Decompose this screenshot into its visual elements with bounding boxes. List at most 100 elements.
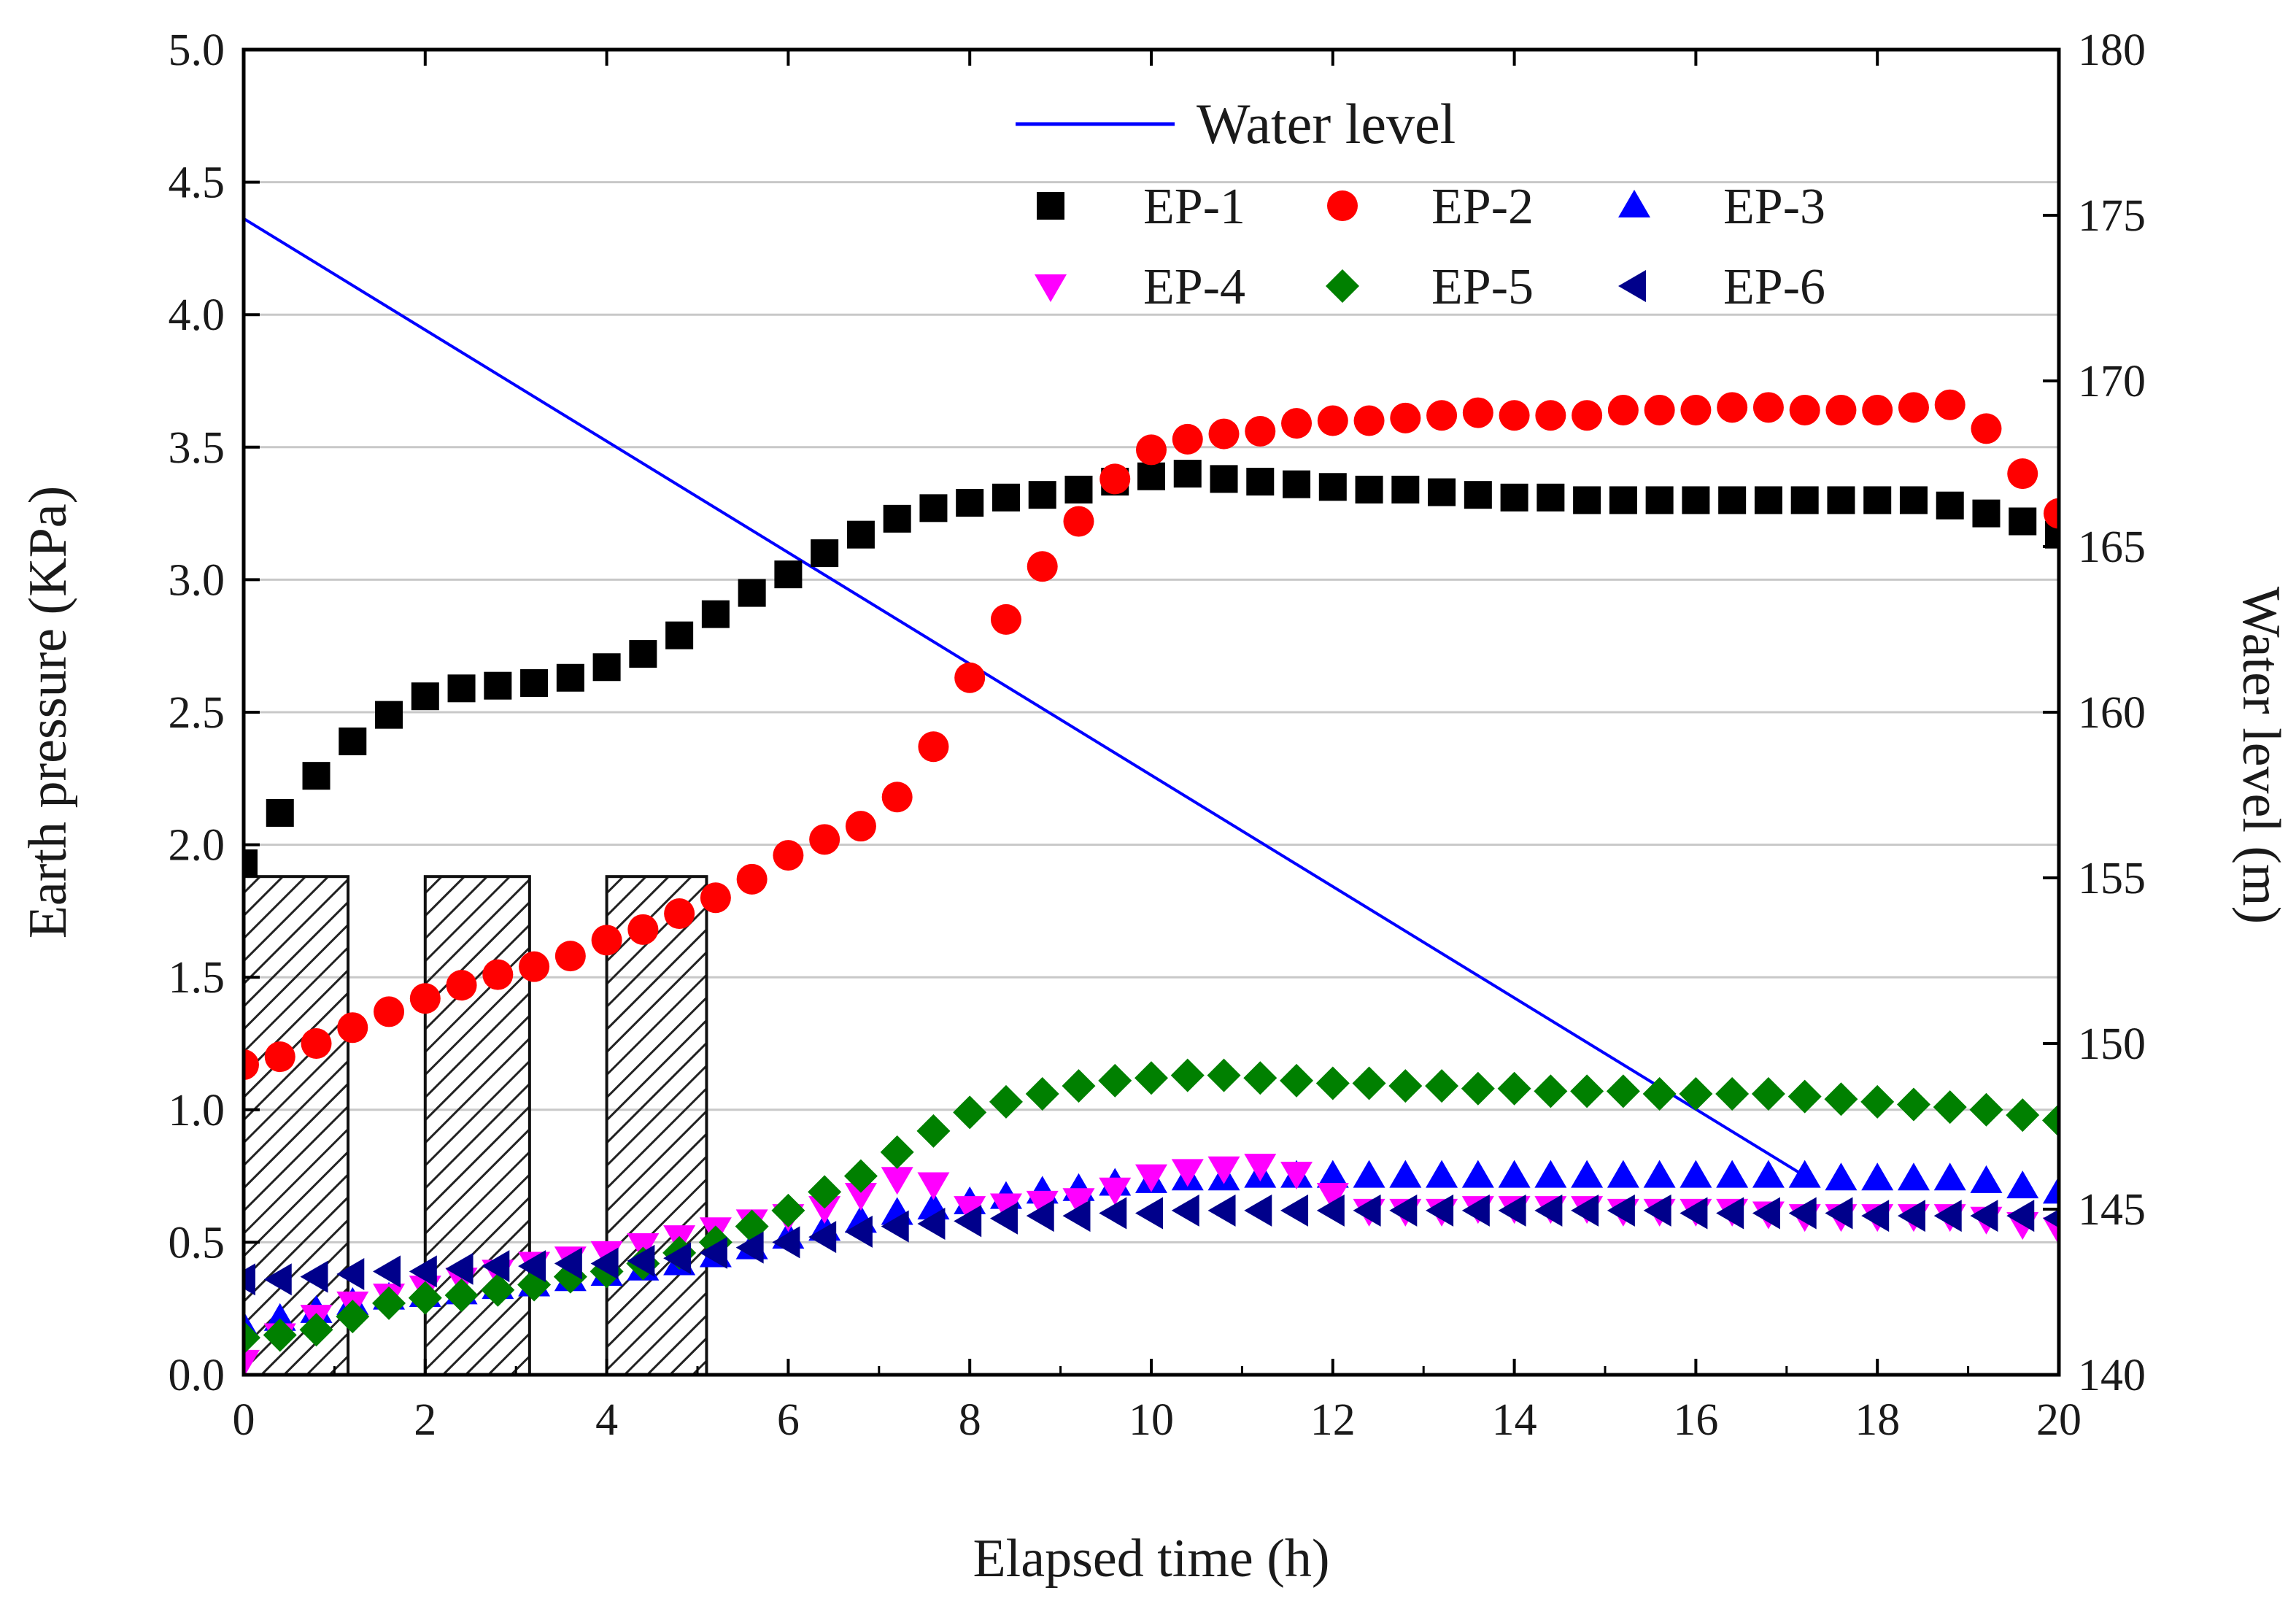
water-level-series (244, 217, 1806, 1178)
point-ep-3-50 (2043, 1176, 2059, 1204)
y-tick-label-9: 4.5 (169, 158, 225, 208)
point-ep-1-20 (956, 489, 984, 517)
x-tick-label-0: 0 (233, 1395, 255, 1445)
y2-tick-label-3: 155 (2078, 854, 2146, 903)
point-ep-5-37 (1570, 1074, 1604, 1108)
point-ep-1-22 (1028, 481, 1056, 509)
point-ep-6-21 (989, 1202, 1018, 1235)
point-ep-3-43 (1788, 1160, 1821, 1188)
point-ep-4-0 (244, 1349, 260, 1375)
y-tick-label-8: 4.0 (169, 290, 225, 340)
point-ep-3-35 (1498, 1160, 1531, 1188)
point-ep-5-28 (1243, 1061, 1278, 1095)
point-ep-6-47 (1933, 1200, 1962, 1233)
point-ep-3-39 (1643, 1160, 1676, 1188)
point-ep-1-32 (1391, 475, 1420, 504)
point-ep-1-15 (774, 560, 803, 589)
point-ep-5-1 (263, 1318, 297, 1352)
point-ep-1-4 (375, 701, 403, 729)
point-ep-2-1 (264, 1041, 295, 1073)
point-ep-5-32 (1388, 1069, 1423, 1103)
point-ep-6-39 (1643, 1194, 1671, 1227)
point-ep-4-19 (917, 1172, 950, 1200)
point-ep-6-6 (445, 1252, 473, 1285)
point-ep-3-31 (1353, 1160, 1385, 1188)
legend-label-ep-2: EP-2 (1431, 179, 1534, 235)
x-tick-label-10: 20 (2036, 1395, 2082, 1445)
point-ep-3-49 (2006, 1170, 2039, 1199)
series-ep-6 (244, 1194, 2059, 1296)
point-ep-6-45 (1861, 1200, 1890, 1233)
x-tick-label-2: 4 (595, 1395, 618, 1445)
point-ep-1-37 (1573, 486, 1601, 514)
rainfall-bars (242, 875, 708, 1376)
x-tick-label-4: 8 (959, 1395, 981, 1445)
point-ep-6-31 (1353, 1194, 1381, 1227)
point-ep-5-6 (444, 1278, 479, 1313)
point-ep-2-19 (918, 731, 949, 763)
point-ep-3-34 (1461, 1160, 1494, 1188)
point-ep-1-44 (1827, 486, 1855, 514)
y2-axis-title: Water level (m) (2231, 587, 2291, 924)
point-ep-1-1 (266, 799, 294, 828)
y2-tick-label-5: 165 (2078, 522, 2146, 572)
point-ep-6-38 (1607, 1194, 1635, 1227)
point-ep-6-28 (1244, 1194, 1272, 1227)
point-ep-5-50 (2042, 1103, 2059, 1138)
point-ep-1-18 (883, 504, 911, 533)
tick-labels: 0 2 4 6 8 10 12 14 16 18 20 0.0 0.5 1.0 1.5 2.0 2.5 3.0 3.… (169, 26, 2146, 1445)
point-ep-6-48 (1970, 1200, 1998, 1233)
point-ep-2-15 (773, 840, 804, 871)
point-ep-2-4 (374, 996, 405, 1027)
x-tick-label-5: 10 (1129, 1395, 1174, 1445)
point-ep-6-33 (1426, 1194, 1454, 1227)
point-ep-6-9 (554, 1247, 582, 1280)
point-ep-5-23 (1062, 1069, 1096, 1103)
point-ep-5-49 (2006, 1098, 2040, 1133)
y2-tick-label-7: 175 (2078, 191, 2146, 241)
point-ep-6-15 (772, 1226, 800, 1259)
point-ep-5-35 (1497, 1071, 1531, 1106)
point-ep-1-47 (1936, 491, 1964, 520)
point-ep-1-0 (244, 849, 258, 878)
point-ep-3-37 (1571, 1160, 1604, 1188)
point-ep-2-26 (1172, 423, 1203, 455)
point-ep-6-2 (300, 1260, 328, 1293)
point-ep-4-29 (1280, 1161, 1313, 1189)
point-ep-6-50 (2043, 1208, 2059, 1228)
point-ep-2-32 (1390, 402, 1421, 433)
point-ep-3-44 (1825, 1162, 1858, 1191)
point-ep-3-30 (1316, 1160, 1349, 1188)
point-ep-6-3 (336, 1257, 365, 1290)
point-ep-2-38 (1607, 394, 1639, 425)
point-ep-5-16 (808, 1175, 842, 1209)
point-ep-3-45 (1861, 1162, 1894, 1191)
point-ep-3-33 (1426, 1160, 1458, 1188)
point-ep-4-20 (954, 1196, 986, 1224)
point-ep-2-12 (664, 898, 695, 930)
point-ep-1-38 (1609, 486, 1637, 514)
legend-label-ep-6: EP-6 (1723, 259, 1825, 315)
point-ep-3-46 (1897, 1162, 1930, 1191)
y-tick-label-4: 2.0 (169, 821, 225, 871)
legend-label-ep-3: EP-3 (1723, 179, 1825, 235)
point-ep-4-26 (1171, 1159, 1204, 1187)
point-ep-5-17 (843, 1159, 878, 1193)
legend-swatch-ep-4 (1035, 274, 1067, 302)
legend-swatch-ep-6 (1618, 270, 1646, 302)
series-ep-1 (244, 460, 2059, 878)
point-ep-2-17 (845, 811, 876, 842)
point-ep-1-6 (447, 674, 476, 703)
point-ep-1-26 (1173, 460, 1202, 488)
point-ep-1-16 (811, 539, 839, 568)
legend-swatch-ep-1 (1037, 192, 1064, 220)
point-ep-4-21 (989, 1193, 1022, 1222)
y-axis-title: Earth pressure (KPa) (18, 486, 78, 939)
point-ep-6-35 (1498, 1194, 1526, 1227)
point-ep-1-45 (1863, 486, 1892, 514)
point-ep-6-34 (1461, 1194, 1490, 1227)
point-ep-1-43 (1790, 486, 1819, 514)
point-ep-1-3 (339, 727, 367, 755)
legend-swatch-ep-5 (1326, 269, 1359, 303)
point-ep-3-38 (1607, 1160, 1639, 1188)
